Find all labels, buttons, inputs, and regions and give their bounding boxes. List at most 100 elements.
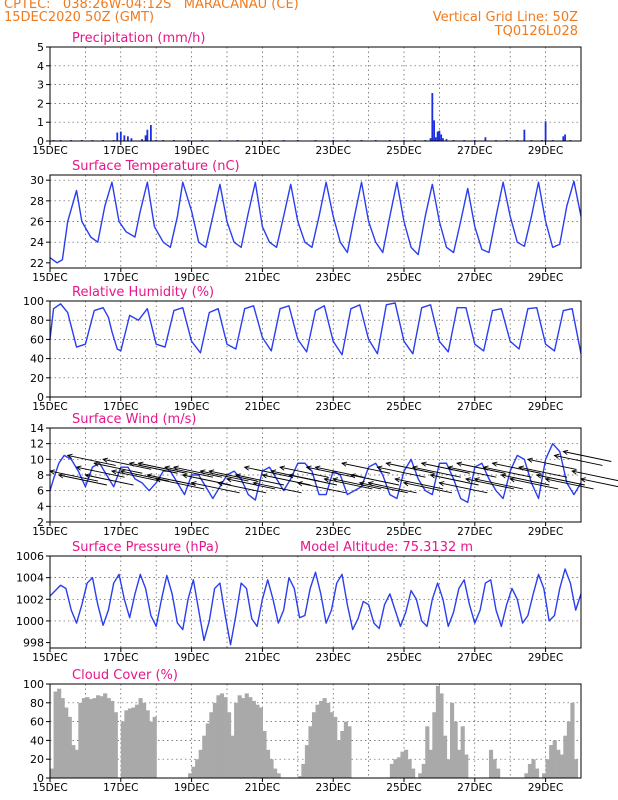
cloud-bar xyxy=(534,768,540,778)
cloud-bar xyxy=(106,698,111,778)
y-tick-label: 10 xyxy=(30,453,44,466)
wind-arrow-head xyxy=(500,473,507,479)
cloud-bar xyxy=(251,700,256,778)
panel-title: Surface Wind (m/s) xyxy=(72,412,196,427)
wind-arrow xyxy=(483,466,532,478)
wind-arrow xyxy=(421,462,470,474)
wind-arrow xyxy=(518,466,568,478)
x-tick-label: 27DEC xyxy=(457,145,492,157)
cloud-bar xyxy=(265,749,271,778)
cloud-bar xyxy=(71,745,76,778)
y-tick-label: 1004 xyxy=(16,572,44,585)
header-datetime: 15DEC2020 50Z (GMT) xyxy=(4,10,155,25)
cloud-bar xyxy=(549,745,554,778)
precip-bar xyxy=(141,139,143,141)
x-tick-label: 27DEC xyxy=(457,526,492,538)
cloud-bar xyxy=(205,723,210,778)
cloud-bar xyxy=(198,749,203,778)
precip-bar xyxy=(431,93,434,141)
x-tick-label: 25DEC xyxy=(386,272,421,284)
cloud-bar xyxy=(442,735,448,778)
panel-title: Precipitation (mm/h) xyxy=(72,31,205,46)
wind-arrow xyxy=(554,454,603,466)
wind-arrow-head xyxy=(234,473,241,479)
wind-arrow xyxy=(474,478,523,490)
cloud-bar xyxy=(326,702,331,778)
cloud-bar xyxy=(524,773,529,778)
x-tick-label: 19DEC xyxy=(174,526,209,538)
panel-title: Relative Humidity (%) xyxy=(72,285,214,300)
x-tick-label: 23DEC xyxy=(315,272,350,284)
y-tick-label: 100 xyxy=(23,295,44,308)
wind-arrow-head xyxy=(199,469,206,475)
cloud-bar xyxy=(319,700,324,778)
cloud-bar xyxy=(407,759,412,778)
precip-bar xyxy=(149,125,152,141)
x-tick-label: 15DEC xyxy=(32,272,67,284)
wind-arrow-head xyxy=(385,461,392,467)
cloud-bar xyxy=(269,759,274,778)
y-tick-label: 8 xyxy=(37,469,44,482)
x-tick-label: 25DEC xyxy=(386,401,421,413)
cloud-bar xyxy=(488,749,494,778)
y-tick-label: 0 xyxy=(37,391,44,404)
y-tick-label: 40 xyxy=(30,353,44,366)
cloud-bar xyxy=(552,740,557,778)
panel-title: Surface Temperature (nC) xyxy=(72,159,240,174)
y-tick-label: 1006 xyxy=(16,550,44,563)
precip-bar xyxy=(146,129,149,141)
header-grid-line: Vertical Grid Line: 50Z xyxy=(432,10,578,25)
wind-arrow-head xyxy=(358,481,365,487)
header-model-code: TQ0126L028 xyxy=(494,24,578,39)
wind-arrow xyxy=(235,474,284,486)
y-tick-label: 2 xyxy=(37,97,44,110)
wind-arrow xyxy=(129,462,178,474)
wind-arrow xyxy=(501,474,550,486)
x-tick-label: 19DEC xyxy=(174,145,209,157)
cloud-bar xyxy=(209,712,214,778)
wind-arrow xyxy=(156,478,205,490)
cloud-bar xyxy=(556,749,561,778)
wind-arrow-head xyxy=(420,461,427,467)
cloud-bar xyxy=(74,749,79,778)
panel-frame xyxy=(49,300,582,398)
cloud-bar xyxy=(258,707,263,778)
wind-arrow xyxy=(563,451,612,462)
cloud-bar xyxy=(439,693,444,778)
precip-bar xyxy=(544,121,547,141)
cloud-bar xyxy=(464,754,469,778)
wind-arrow xyxy=(333,478,382,490)
x-tick-label: 27DEC xyxy=(457,401,492,413)
y-tick-label: 40 xyxy=(30,734,44,747)
wind-arrow xyxy=(226,478,276,490)
wind-arrow xyxy=(448,466,497,478)
wind-arrow-head xyxy=(252,481,259,487)
cloud-bar xyxy=(188,773,193,778)
cloud-bar xyxy=(50,768,55,778)
x-tick-label: 25DEC xyxy=(386,652,421,664)
wind-arrow-head xyxy=(217,481,224,487)
cloud-bar xyxy=(393,759,398,778)
x-tick-label: 19DEC xyxy=(174,652,209,664)
wind-arrow-head xyxy=(190,481,197,487)
wind-arrow xyxy=(368,482,417,494)
panel-frame xyxy=(49,683,582,779)
cloud-bar xyxy=(216,695,221,778)
wind-arrow-head xyxy=(562,449,569,455)
x-tick-label: 27DEC xyxy=(457,652,492,664)
x-tick-label: 23DEC xyxy=(315,782,350,794)
cloud-bar xyxy=(237,695,242,778)
wind-vectors xyxy=(48,449,618,494)
cloud-bar xyxy=(78,702,83,778)
wind-arrow-head xyxy=(110,469,117,475)
cloud-bar xyxy=(432,712,437,778)
wind-arrow-head xyxy=(155,477,162,483)
wind-arrow-head xyxy=(172,465,179,471)
cloud-bar xyxy=(301,763,306,778)
series-line xyxy=(49,180,582,264)
wind-arrow-head xyxy=(553,453,560,459)
cloud-bar xyxy=(131,707,136,778)
wind-arrow xyxy=(341,462,391,474)
wind-arrow xyxy=(244,466,293,478)
wind-arrow xyxy=(111,470,161,482)
